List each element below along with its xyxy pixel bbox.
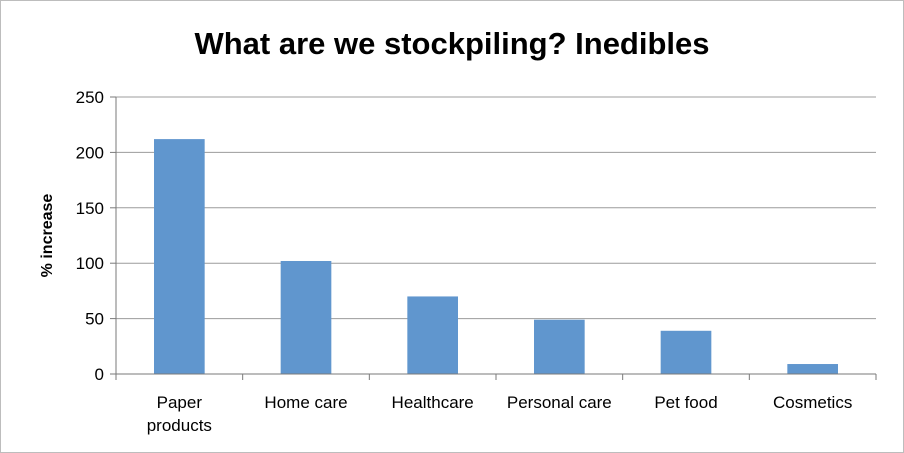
labels: 0 50 100 150 200 250 Paper products Home care Hea… [39, 88, 852, 435]
bar [407, 296, 458, 374]
bar [534, 319, 585, 374]
y-tick-label: 0 [95, 365, 104, 384]
y-tick-label: 200 [76, 143, 104, 162]
bar [787, 364, 838, 374]
y-tick-label: 100 [76, 254, 104, 273]
x-category-label: Pet food [654, 393, 717, 412]
x-category-label: Personal care [507, 393, 612, 412]
x-category-label: Paper [157, 393, 203, 412]
y-axis-title: % increase [39, 194, 56, 278]
y-tick-label: 50 [85, 310, 104, 329]
bar [154, 139, 205, 374]
x-category-label: products [147, 416, 212, 435]
bar [660, 330, 712, 374]
y-tick-label: 150 [76, 199, 104, 218]
gridlines [116, 96, 876, 320]
chart-title: What are we stockpiling? Inedibles [194, 26, 710, 61]
bar [280, 260, 332, 374]
y-tick-label: 250 [76, 88, 104, 107]
axes [110, 96, 877, 380]
x-category-label: Cosmetics [773, 393, 852, 412]
x-category-label: Healthcare [392, 393, 474, 412]
x-category-label: Home care [264, 393, 347, 412]
bars [154, 139, 838, 374]
